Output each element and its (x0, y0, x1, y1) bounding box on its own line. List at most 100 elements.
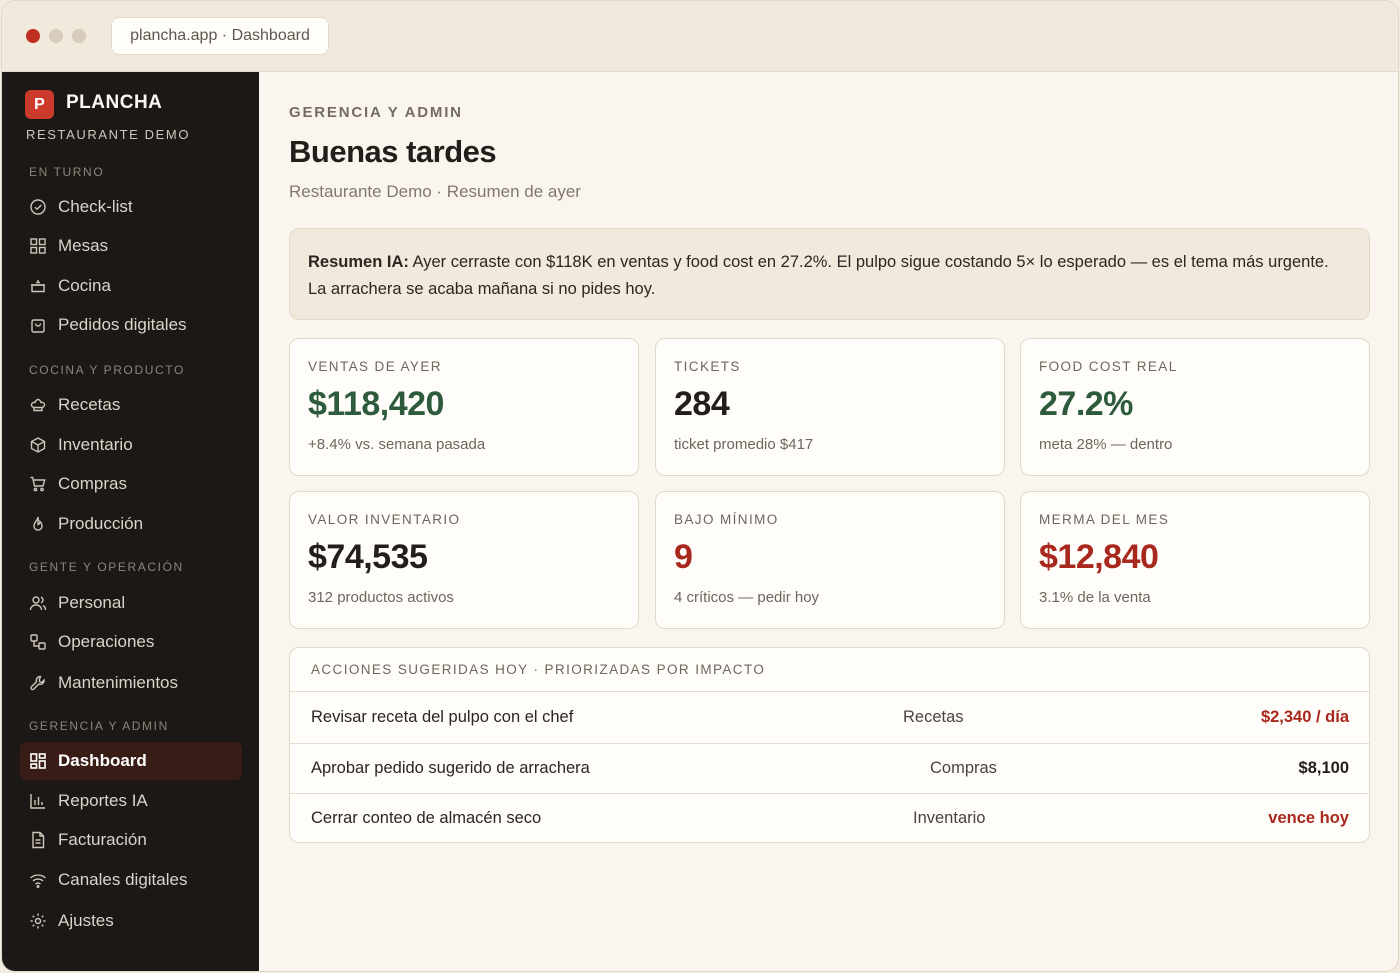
kpi-label: VALOR INVENTARIO (308, 512, 461, 527)
kpi-label: VENTAS DE AYER (308, 359, 442, 374)
ai-summary-text: Ayer cerraste con $118K en ventas y food… (308, 253, 1329, 298)
sidebar-item-cocina[interactable]: Cocina (20, 267, 242, 305)
sidebar-item-recetas[interactable]: Recetas (20, 386, 242, 424)
sidebar-item-produccion[interactable]: Producción (20, 505, 242, 543)
sidebar: P PLANCHA RESTAURANTE DEMO EN TURNO Chec… (2, 72, 259, 971)
brand-subtitle: RESTAURANTE DEMO (26, 127, 191, 142)
brand-name: PLANCHA (66, 92, 163, 113)
wifi-icon (29, 871, 47, 889)
sidebar-item-label: Pedidos digitales (58, 315, 187, 334)
page-subtitle: Restaurante Demo · Resumen de ayer (289, 182, 581, 201)
sidebar-item-label: Mantenimientos (58, 673, 179, 692)
sidebar-item-label: Mesas (58, 236, 109, 255)
sidebar-item-label: Operaciones (58, 632, 155, 651)
workflow-icon (29, 633, 47, 651)
brand-logo: P (25, 90, 54, 119)
ai-summary-banner: Resumen IA: Ayer cerraste con $118K en v… (289, 228, 1370, 320)
shopping-bag-icon (29, 316, 47, 334)
sidebar-item-operaciones[interactable]: Operaciones (20, 623, 242, 661)
sidebar-item-label: Dashboard (58, 751, 147, 770)
kpi-value: $74,535 (308, 538, 428, 576)
sidebar-item-ajustes[interactable]: Ajustes (20, 902, 242, 940)
box-icon (29, 436, 47, 454)
kpi-value: $118,420 (308, 385, 444, 423)
sidebar-item-label: Producción (58, 514, 144, 533)
sidebar-item-pedidos-digitales[interactable]: Pedidos digitales (20, 306, 242, 344)
kpi-label: BAJO MÍNIMO (674, 512, 779, 527)
action-impact: $2,340 / día (1260, 708, 1349, 726)
section-label-gente-y-operacion: GENTE Y OPERACIÓN (29, 560, 184, 574)
address-bar[interactable]: plancha.app · Dashboard (111, 17, 329, 55)
sidebar-item-label: Check-list (58, 197, 133, 216)
kpi-note: 312 productos activos (308, 589, 454, 606)
sidebar-item-label: Recetas (58, 395, 121, 414)
kpi-label: FOOD COST REAL (1039, 359, 1178, 374)
page-eyebrow: GERENCIA Y ADMIN (289, 104, 463, 121)
kpi-card-merma[interactable]: MERMA DEL MES $12,840 3.1% de la venta (1020, 491, 1370, 629)
action-title: Cerrar conteo de almacén seco (311, 809, 542, 827)
kpi-value: 284 (674, 385, 730, 423)
file-text-icon (29, 831, 47, 849)
title-bar: plancha.app · Dashboard (2, 1, 1398, 72)
action-module: Recetas (903, 708, 964, 726)
action-row[interactable]: Revisar receta del pulpo con el chef Rec… (290, 693, 1369, 743)
suggested-actions-panel: ACCIONES SUGERIDAS HOY · PRIORIZADAS POR… (289, 647, 1370, 843)
kpi-note: meta 28% — dentro (1039, 436, 1173, 453)
sidebar-item-label: Cocina (58, 276, 111, 295)
action-title: Revisar receta del pulpo con el chef (311, 708, 574, 726)
grid-icon (29, 237, 47, 255)
action-row[interactable]: Aprobar pedido sugerido de arrachera Com… (290, 743, 1369, 793)
dashboard-icon (29, 752, 47, 770)
sidebar-item-facturacion[interactable]: Facturación (20, 821, 242, 859)
sidebar-item-label: Reportes IA (58, 791, 148, 810)
chef-hat-icon (29, 396, 47, 414)
page-title: Buenas tardes (289, 134, 497, 169)
action-module: Inventario (913, 809, 986, 827)
sidebar-item-personal[interactable]: Personal (20, 584, 242, 622)
sidebar-item-mesas[interactable]: Mesas (20, 227, 242, 265)
kpi-value: 9 (674, 538, 693, 576)
sidebar-item-canales-digitales[interactable]: Canales digitales (20, 861, 242, 899)
sidebar-item-label: Compras (58, 474, 127, 493)
ai-summary-label: Resumen IA: (308, 253, 409, 271)
kpi-value: 27.2% (1039, 385, 1133, 423)
suggested-actions-header: ACCIONES SUGERIDAS HOY · PRIORIZADAS POR… (290, 648, 1369, 692)
sidebar-item-label: Ajustes (58, 911, 114, 930)
kpi-card-bajo-minimo[interactable]: BAJO MÍNIMO 9 4 críticos — pedir hoy (655, 491, 1005, 629)
sidebar-item-inventario[interactable]: Inventario (20, 426, 242, 464)
kpi-note: 3.1% de la venta (1039, 589, 1151, 606)
kpi-note: +8.4% vs. semana pasada (308, 436, 486, 453)
sidebar-item-mantenimientos[interactable]: Mantenimientos (20, 664, 242, 702)
sidebar-item-reportes-ia[interactable]: Reportes IA (20, 782, 242, 820)
kpi-card-food-cost[interactable]: FOOD COST REAL 27.2% meta 28% — dentro (1020, 338, 1370, 476)
cart-icon (29, 475, 47, 493)
check-circle-icon (29, 198, 47, 216)
kpi-card-tickets[interactable]: TICKETS 284 ticket promedio $417 (655, 338, 1005, 476)
sidebar-item-label: Personal (58, 593, 126, 612)
section-label-en-turno: EN TURNO (29, 165, 105, 179)
kpi-card-ventas[interactable]: VENTAS DE AYER $118,420 +8.4% vs. semana… (289, 338, 639, 476)
action-impact: vence hoy (1268, 809, 1349, 827)
sidebar-item-label: Inventario (58, 435, 133, 454)
close-window-button[interactable] (26, 29, 40, 43)
action-row[interactable]: Cerrar conteo de almacén seco Inventario… (290, 793, 1369, 842)
action-impact: $8,100 (1298, 759, 1349, 777)
cooking-pot-icon (29, 277, 47, 295)
sidebar-item-check-list[interactable]: Check-list (20, 188, 242, 226)
kpi-label: MERMA DEL MES (1039, 512, 1170, 527)
users-icon (29, 594, 47, 612)
kpi-card-valor-inventario[interactable]: VALOR INVENTARIO $74,535 312 productos a… (289, 491, 639, 629)
sidebar-item-compras[interactable]: Compras (20, 465, 242, 503)
kpi-value: $12,840 (1039, 538, 1159, 576)
gear-icon (29, 912, 47, 930)
main-content: GERENCIA Y ADMIN Buenas tardes Restauran… (259, 72, 1398, 971)
kpi-note: ticket promedio $417 (674, 436, 814, 453)
sidebar-item-label: Facturación (58, 830, 147, 849)
kpi-note: 4 críticos — pedir hoy (674, 589, 820, 606)
maximize-window-button[interactable] (72, 29, 86, 43)
kpi-label: TICKETS (674, 359, 741, 374)
sidebar-item-dashboard[interactable]: Dashboard (20, 742, 242, 780)
minimize-window-button[interactable] (49, 29, 63, 43)
action-module: Compras (930, 759, 997, 777)
